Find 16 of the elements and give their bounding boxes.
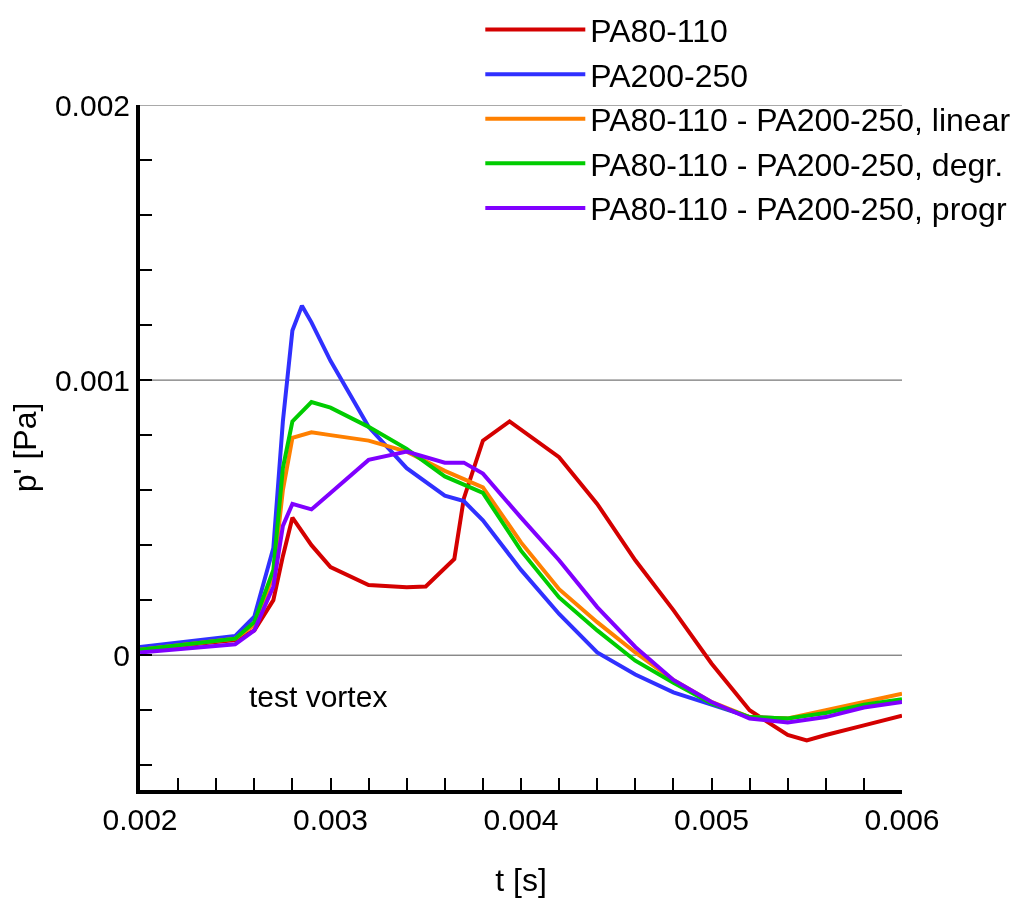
y-axis-title: p' [Pa] — [6, 402, 43, 493]
annotation: test vortex — [249, 680, 388, 713]
x-tick-label: 0.003 — [292, 803, 369, 836]
x-tick-label: 0.002 — [102, 803, 178, 836]
y-tick-label: 0.002 — [54, 88, 130, 122]
x-tick-label: 0.005 — [673, 803, 750, 836]
legend-label: PA80-110 - PA200-250, progr — [590, 191, 1007, 228]
x-tick-label: 0.004 — [483, 803, 559, 836]
legend-label: PA80-110 - PA200-250, degr. — [590, 146, 1004, 183]
y-tick-label: 0.001 — [54, 363, 130, 397]
x-axis-title: t [s] — [495, 862, 547, 898]
x-tick-label: 0.006 — [864, 803, 940, 836]
legend-label: PA200-250 — [590, 57, 749, 94]
legend-label: PA80-110 - PA200-250, linear — [590, 102, 1011, 139]
y-tick-label: 0 — [113, 638, 130, 672]
legend-label: PA80-110 — [590, 13, 728, 50]
